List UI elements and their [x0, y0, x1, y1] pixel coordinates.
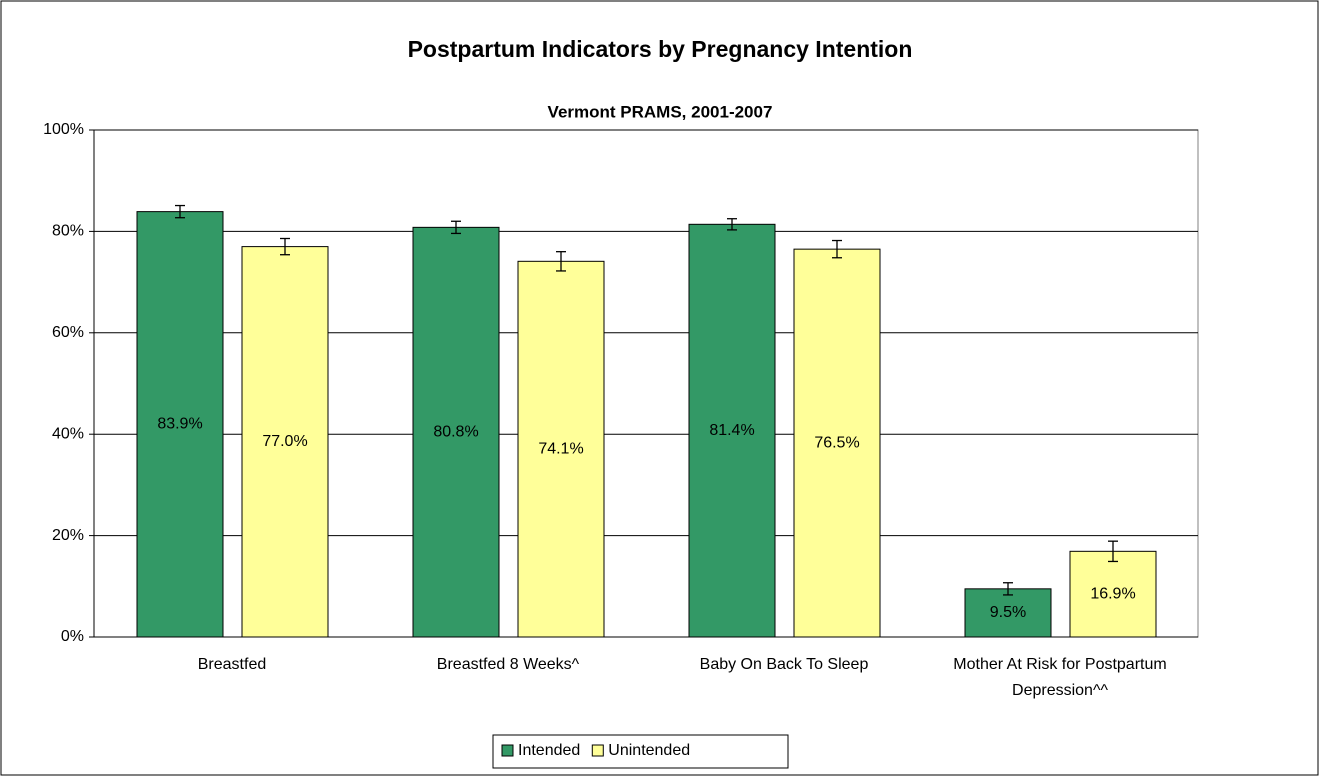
value-label: 83.9% — [157, 416, 202, 433]
error-bar — [280, 237, 290, 256]
error-bar — [727, 218, 737, 231]
value-label: 9.5% — [990, 604, 1026, 621]
y-tick-label: 60% — [52, 324, 84, 341]
error-bar — [832, 239, 842, 259]
x-tick-label: Breastfed 8 Weeks^ — [436, 656, 580, 673]
x-tick-label: Breastfed — [197, 656, 267, 673]
y-tick-label: 20% — [52, 527, 84, 544]
legend-swatch — [501, 744, 514, 757]
value-label: 80.8% — [433, 423, 478, 440]
error-bar — [1003, 582, 1013, 596]
x-tick-label: Baby On Back To Sleep — [699, 656, 869, 673]
y-tick-label: 40% — [52, 425, 84, 442]
bar — [793, 248, 881, 638]
x-tick-label: Mother At Risk for Postpartum Depression… — [953, 656, 1167, 699]
error-bar — [175, 204, 185, 219]
legend-label: Intended — [518, 742, 580, 759]
chart-title: Postpartum Indicators by Pregnancy Inten… — [408, 36, 913, 62]
chart-subtitle: Vermont PRAMS, 2001-2007 — [548, 102, 773, 121]
bar — [964, 588, 1052, 638]
legend-swatch — [591, 744, 604, 757]
error-bar — [1108, 540, 1118, 563]
value-label: 16.9% — [1090, 585, 1135, 602]
y-tick-label: 80% — [52, 223, 84, 240]
value-label: 74.1% — [538, 440, 583, 457]
legend-label: Unintended — [608, 742, 690, 759]
y-tick-label: 0% — [61, 628, 84, 645]
bar — [136, 211, 224, 638]
bar — [517, 260, 605, 638]
y-tick-label: 100% — [43, 121, 84, 138]
bar — [412, 226, 500, 638]
value-label: 76.5% — [814, 434, 859, 451]
legend-box — [492, 734, 789, 769]
bar — [241, 246, 329, 638]
bar — [1069, 550, 1157, 638]
value-label: 81.4% — [709, 422, 754, 439]
bar — [688, 223, 776, 638]
error-bar — [556, 251, 566, 272]
value-label: 77.0% — [262, 433, 307, 450]
error-bar — [451, 220, 461, 235]
